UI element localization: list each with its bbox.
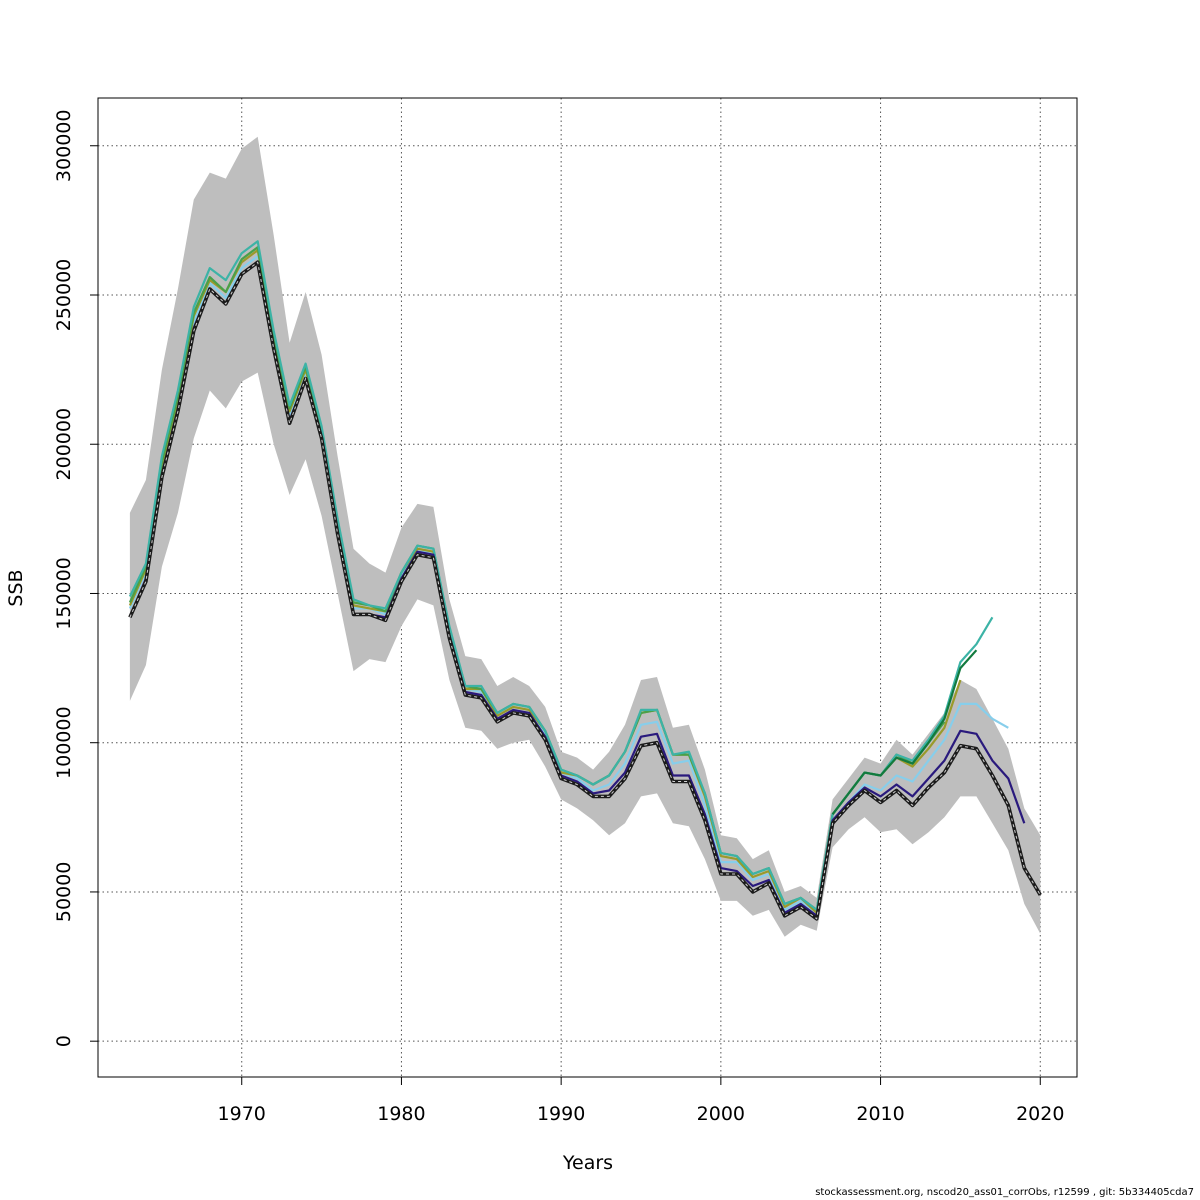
y-tick-label-100000: 100000 — [53, 706, 75, 779]
x-tick-label-1980: 1980 — [377, 1103, 425, 1125]
y-tick-label-250000: 250000 — [53, 259, 75, 332]
x-axis-title: Years — [562, 1152, 613, 1174]
plot-frame — [97, 97, 1078, 1078]
confidence-band-area — [129, 136, 1041, 937]
footer-caption: stockassessment.org, nscod20_ass01_corrO… — [815, 1187, 1194, 1198]
series-line-5 — [831, 649, 978, 815]
y-axis-title: SSB — [5, 569, 27, 606]
confidence-band — [129, 136, 1041, 937]
x-tick-label-2020: 2020 — [1016, 1103, 1064, 1125]
y-axis: 0 50000 100000 150000 200000 250000 300000 — [53, 110, 98, 1047]
y-tick-label-150000: 150000 — [53, 557, 75, 630]
series-lines — [128, 240, 1042, 921]
x-tick-label-2000: 2000 — [697, 1103, 745, 1125]
y-tick-label-0: 0 — [53, 1035, 75, 1047]
y-tick-label-300000: 300000 — [53, 110, 75, 183]
x-tick-label-2010: 2010 — [856, 1103, 904, 1125]
x-tick-label-1990: 1990 — [537, 1103, 585, 1125]
series-line-0-dash — [129, 261, 1041, 920]
y-tick-label-200000: 200000 — [53, 408, 75, 481]
grid — [98, 98, 1077, 1077]
x-axis: 1970 1980 1990 2000 2010 2020 — [218, 1077, 1064, 1125]
x-tick-label-1970: 1970 — [218, 1103, 266, 1125]
y-tick-label-50000: 50000 — [53, 862, 75, 922]
